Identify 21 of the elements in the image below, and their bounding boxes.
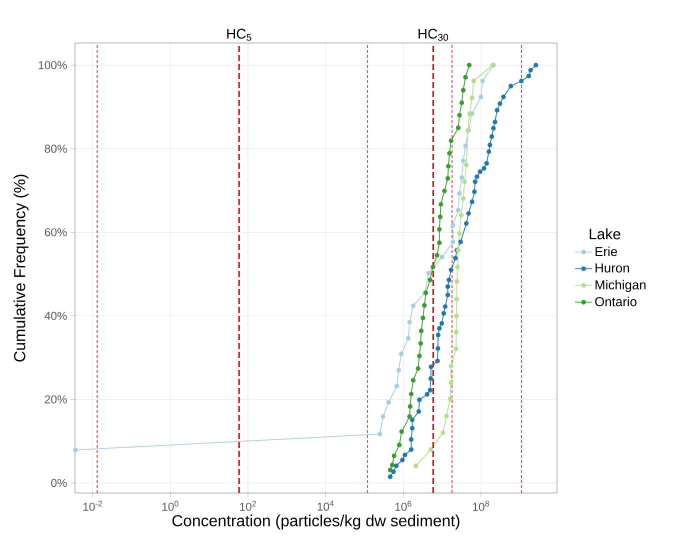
- y-tick-label: 0%: [51, 478, 67, 488]
- x-tick-label: 10$^{-2}$: [83, 500, 102, 511]
- x-tick-label: 10$^{0}$: [162, 500, 178, 511]
- legend-label: Erie: [596, 246, 618, 256]
- y-tick-label: 80%: [44, 144, 67, 153]
- y-tick-label: 60%: [44, 228, 67, 236]
- x-tick-label: 10$^{6}$: [395, 500, 412, 511]
- y-tick-label: 40%: [44, 312, 67, 320]
- y-axis-title: Cumulative Frequency (%): [14, 174, 28, 362]
- x-axis-title: Concentration (particles/kg dw sediment): [172, 514, 460, 530]
- y-tick-label: 100%: [38, 61, 67, 70]
- legend-label: Michigan: [596, 280, 646, 292]
- x-tick-label: 10$^{8}$: [472, 500, 489, 511]
- legend-label: Ontario: [595, 296, 636, 306]
- ref-line-label: HC$_{5}$: [227, 28, 252, 41]
- legend-title: Lake: [590, 228, 620, 240]
- legend-label: Huron: [596, 264, 629, 273]
- x-tick-label: 10$^{4}$: [318, 500, 334, 511]
- x-tick-label: 10$^{2}$: [240, 500, 256, 511]
- y-tick-label: 20%: [44, 395, 67, 404]
- ref-line-label: HC$_{30}$: [418, 28, 448, 41]
